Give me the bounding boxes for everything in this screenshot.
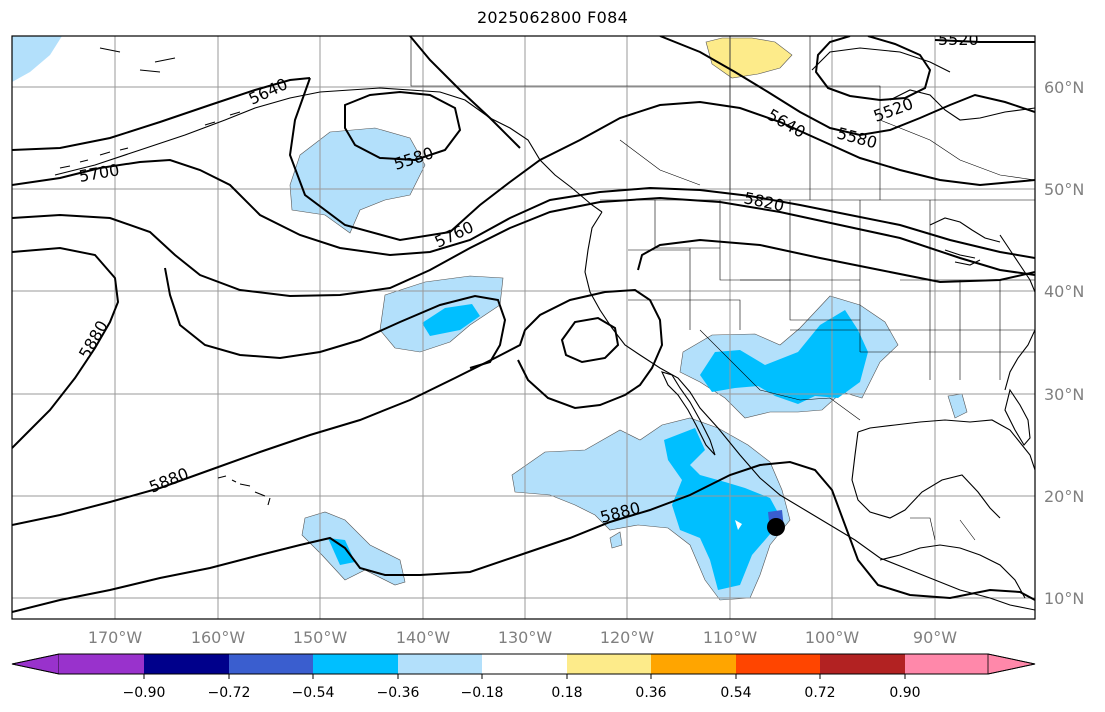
- colorbar-tick-label: 0.36: [635, 685, 666, 701]
- west-coast-us: [584, 211, 1035, 611]
- contour-5520-east: [814, 36, 932, 102]
- colorbar-tick-label: −0.36: [377, 685, 420, 701]
- storm-center-marker: [767, 518, 785, 536]
- lon-label: 150°W: [293, 628, 348, 647]
- fill-light-blue-small-pacific: [609, 531, 623, 549]
- lon-label: 120°W: [600, 628, 655, 647]
- fill-blue-mexico: [664, 428, 782, 590]
- fill-light-blue-florida: [947, 393, 968, 419]
- lat-label: 50°N: [1044, 180, 1084, 199]
- east-coast: [999, 234, 1035, 391]
- colorbar-segment: [313, 654, 398, 674]
- contour-5820: [12, 238, 1035, 449]
- lat-label: 60°N: [1044, 78, 1084, 97]
- colorbar-segment: [482, 654, 567, 674]
- colorbar-tick-label: −0.18: [461, 685, 504, 701]
- coastlines: [54, 47, 1035, 611]
- colorbar-segment: [905, 654, 988, 674]
- contour-5760: [12, 196, 1035, 298]
- colorbar-segment: [820, 654, 905, 674]
- lon-label: 110°W: [703, 628, 758, 647]
- contour-5580-low: [344, 90, 462, 162]
- alaska-peninsula-islands: [59, 47, 241, 169]
- colorbar-extend-right: [987, 653, 1036, 675]
- lat-label: 10°N: [1044, 589, 1084, 608]
- contour-5700: [12, 158, 1035, 259]
- colorbar-tick-label: −0.54: [292, 685, 335, 701]
- central-america: [879, 544, 1026, 599]
- colorbar-segment: [651, 654, 736, 674]
- great-lakes: [929, 217, 1001, 266]
- anomaly-fills: [12, 36, 968, 601]
- fill-blue-hawaii: [328, 538, 355, 565]
- contour-5880: [12, 288, 664, 526]
- gulf-of-mexico-coast: [851, 419, 1035, 519]
- map-title: 2025062800 F084: [476, 8, 629, 27]
- longitude-labels: 170°W 160°W 150°W 140°W 130°W 120°W 110°…: [88, 628, 957, 647]
- map-panel: 5520 5520 5580 5580 5640 5640 5700 5760 …: [12, 30, 1035, 619]
- baja-california: [660, 371, 716, 456]
- fill-light-blue-gulf-alaska: [289, 127, 426, 234]
- hudson-bay-coast: [811, 47, 1035, 121]
- colorbar-segment: [567, 654, 651, 674]
- contour-5880-closed: [560, 316, 620, 364]
- fill-blue-southwest: [700, 310, 868, 404]
- colorbar-tick-label: 0.90: [889, 685, 920, 701]
- contour-5520-east-top: [934, 39, 1035, 43]
- colorbar: −0.90 −0.72 −0.54 −0.36 −0.18 0.18 0.36 …: [11, 653, 1036, 701]
- contour-5640: [12, 36, 1035, 242]
- lon-label: 130°W: [498, 628, 553, 647]
- contour-label: 5520: [938, 30, 979, 49]
- fill-light-blue-topleft: [12, 36, 62, 82]
- colorbar-outline: [11, 653, 1036, 675]
- lon-label: 90°W: [913, 628, 957, 647]
- colorbar-segment: [398, 654, 482, 674]
- colorbar-ticks: [143, 674, 906, 679]
- colorbar-segment: [736, 654, 820, 674]
- colorbar-segment: [229, 654, 313, 674]
- hawaii-islands: [217, 475, 271, 506]
- colorbar-extend-left: [11, 653, 60, 675]
- colorbar-tick-label: 0.72: [804, 685, 835, 701]
- lat-label: 40°N: [1044, 282, 1084, 301]
- map-frame: [11, 35, 1036, 620]
- colorbar-segment: [59, 654, 144, 674]
- colorbar-segment: [144, 654, 229, 674]
- lon-label: 140°W: [396, 628, 451, 647]
- contour-5880-south: [12, 460, 1035, 613]
- height-contours: [12, 36, 1035, 613]
- contour-5820-pacific: [164, 267, 507, 369]
- colorbar-tick-labels: −0.90 −0.72 −0.54 −0.36 −0.18 0.18 0.36 …: [123, 685, 921, 701]
- political-borders: [410, 36, 1035, 541]
- lon-label: 160°W: [191, 628, 246, 647]
- lat-label: 30°N: [1044, 385, 1084, 404]
- latitude-labels: 60°N 50°N 40°N 30°N 20°N 10°N: [1044, 78, 1084, 608]
- fill-blue-pacific-mid: [422, 304, 480, 336]
- lon-label: 170°W: [88, 628, 143, 647]
- contour-5580-east: [659, 36, 1035, 137]
- florida: [1004, 388, 1031, 446]
- fill-white-spot: [735, 520, 742, 530]
- colorbar-tick-label: −0.90: [123, 685, 166, 701]
- graticule: [12, 36, 1035, 619]
- colorbar-tick-label: −0.72: [208, 685, 251, 701]
- lon-label: 100°W: [805, 628, 860, 647]
- alaska-coast: [54, 87, 603, 213]
- lat-label: 20°N: [1044, 487, 1084, 506]
- colorbar-tick-label: 0.18: [551, 685, 582, 701]
- colorbar-tick-label: 0.54: [720, 685, 751, 701]
- fill-light-blue-hawaii: [301, 511, 406, 586]
